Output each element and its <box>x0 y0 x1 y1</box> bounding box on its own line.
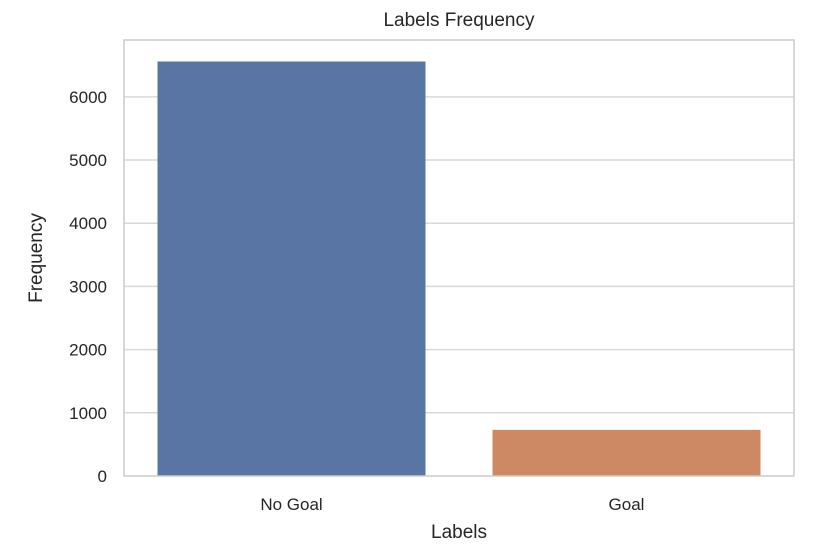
y-tick-label: 6000 <box>69 88 107 107</box>
y-axis-label: Frequency <box>26 213 47 303</box>
y-tick-label: 4000 <box>69 214 107 233</box>
x-tick-label: No Goal <box>260 495 322 514</box>
y-tick-labels: 0 1000 2000 3000 4000 5000 6000 <box>69 88 107 486</box>
y-tick-label: 1000 <box>69 404 107 423</box>
x-axis-label: Labels <box>431 522 487 543</box>
x-tick-label: Goal <box>609 495 645 514</box>
y-tick-label: 3000 <box>69 277 107 296</box>
y-tick-label: 0 <box>98 467 107 486</box>
chart-title: Labels Frequency <box>383 10 535 31</box>
y-tick-label: 5000 <box>69 151 107 170</box>
bar-goal <box>492 429 761 476</box>
bars <box>157 61 761 476</box>
y-tick-label: 2000 <box>69 341 107 360</box>
plot-frame <box>123 39 795 477</box>
bar-no-goal <box>157 61 426 476</box>
x-tick-labels: No Goal Goal <box>260 495 644 514</box>
